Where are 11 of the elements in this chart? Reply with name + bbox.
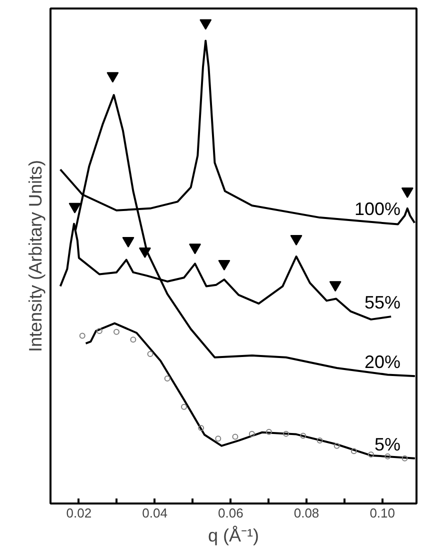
x-tick-label: 0.06 <box>218 506 244 520</box>
y-axis-title: Intensity (Arbitary Units) <box>26 160 46 352</box>
series-label: 55% <box>364 292 401 313</box>
x-tick-label: 0.04 <box>142 506 168 520</box>
series-label: 5% <box>374 434 400 454</box>
series-label: 100% <box>354 198 401 219</box>
x-axis-title: q (Å⁻¹) <box>208 526 259 546</box>
series-label: 20% <box>364 352 401 372</box>
x-tick-label: 0.02 <box>66 506 92 520</box>
x-tick-label: 0.08 <box>294 506 320 520</box>
x-tick-label: 0.10 <box>370 506 396 520</box>
